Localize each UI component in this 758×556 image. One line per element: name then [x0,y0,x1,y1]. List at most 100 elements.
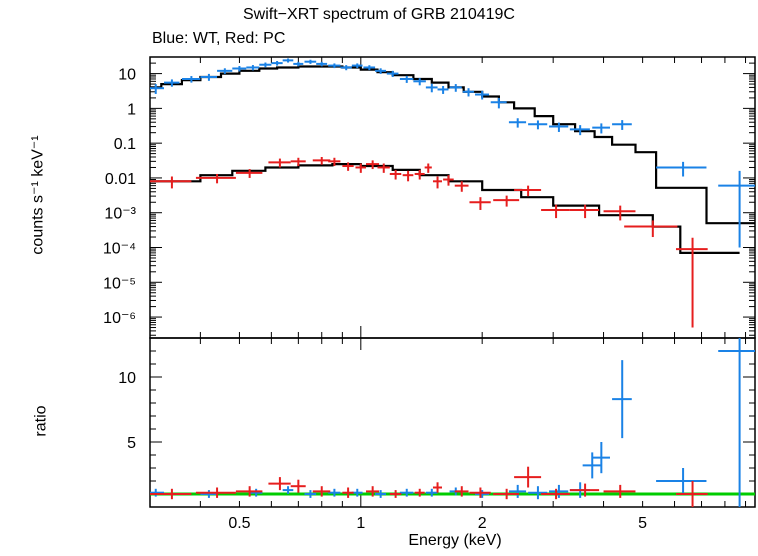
ratio-point-pc [414,488,425,497]
data-point-wt [164,79,180,87]
data-point-wt [425,83,438,93]
data-point-pc [414,169,425,180]
data-point-wt [399,75,414,83]
data-point-wt [449,84,462,92]
data-point-wt [293,61,304,67]
ratio-point-wt [328,488,341,497]
chart-title: Swift−XRT spectrum of GRB 210419C [243,6,515,23]
data-point-wt [200,73,218,81]
data-point-wt [569,125,590,136]
ratio-point-pc [150,488,192,500]
data-point-pc [443,175,454,186]
ratio-point-wt [592,442,610,474]
data-point-wt [259,62,272,68]
data-point-wt [612,120,632,130]
y-tick-label: 0.01 [105,171,136,188]
data-point-wt [437,85,449,94]
bottom-panel-frame [149,337,756,508]
y-tick-label: 10⁻³ [104,206,136,223]
data-point-wt [386,70,399,77]
data-point-pc [424,163,432,173]
data-point-wt [363,65,376,71]
ratio-point-wt [718,338,755,507]
data-point-wt [413,78,426,86]
ratio-point-pc [569,483,600,497]
ratio-point-pc [365,486,380,497]
data-point-pc [469,197,491,210]
data-point-pc [675,237,708,328]
ratio-point-wt [549,484,569,498]
y-tick-label: 10⁻⁵ [103,275,136,292]
data-point-pc [454,181,469,192]
top-panel-frame [149,56,756,339]
y-tick-label: 10 [118,67,136,84]
y-tick-label: 10⁻⁴ [103,240,136,257]
data-point-wt [549,122,569,132]
data-point-wt [508,118,527,128]
data-point-pc [290,157,306,167]
data-point-wt [528,120,548,130]
data-point-pc [195,173,236,184]
y-tick-label: 5 [127,435,136,452]
data-point-pc [377,163,390,173]
ratio-point-pc [675,481,708,507]
ratio-point-pc [469,487,491,498]
ratio-point-pc [342,487,354,498]
ratio-point-pc [432,482,443,493]
data-point-pc [541,204,570,219]
data-point-wt [232,66,247,72]
model-line-wt [150,65,755,225]
y-tick-label: 0.1 [114,136,136,153]
data-point-pc [624,220,678,238]
data-point-wt [271,61,283,66]
chart-subtitle: Blue: WT, Red: PC [152,30,286,47]
data-point-wt [462,88,475,97]
data-point-pc [355,163,366,173]
ratio-point-pc [541,488,570,500]
ratio-point-wt [249,488,263,497]
x-tick-label: 5 [638,515,647,532]
ratio-point-pc [514,466,542,488]
y-tick-label: 1 [127,101,136,118]
data-point-wt [316,61,328,67]
data-point-pc [493,195,520,207]
ratio-point-wt [304,490,317,498]
x-axis-label: Energy (keV) [408,532,502,549]
data-point-pc [432,176,443,189]
ratio-point-wt [582,452,602,479]
data-point-wt [375,68,387,74]
x-tick-label: 0.5 [228,515,250,532]
data-point-wt [718,170,755,248]
data-point-wt [328,63,341,69]
data-point-pc [365,160,380,170]
data-point-pc [235,169,263,178]
data-point-wt [490,97,507,109]
data-point-pc [603,205,636,221]
data-point-wt [340,65,352,71]
data-point-pc [514,185,542,197]
ratio-point-wt [282,486,294,494]
data-point-wt [217,68,233,74]
ratio-point-wt [425,488,438,497]
data-point-pc [342,162,354,171]
x-tick-label: 1 [356,515,365,532]
ratio-point-wt [150,488,165,497]
y-tick-label: 10⁻⁶ [103,310,136,327]
data-point-wt [304,59,317,64]
data-point-pc [150,176,192,189]
ratio-point-wt [399,488,414,497]
data-point-wt [150,84,165,94]
ratio-point-wt [612,360,632,439]
x-tick-label: 2 [478,515,487,532]
ratio-point-pc [268,477,291,491]
ratio-point-pc [290,479,306,493]
ratio-point-wt [508,484,527,498]
data-point-wt [475,90,490,100]
ratio-point-pc [312,486,331,497]
data-point-wt [246,65,260,71]
ratio-point-pc [454,486,469,497]
ratio-point-wt [656,468,707,494]
data-point-pc [569,204,600,219]
data-point-pc [328,157,341,167]
